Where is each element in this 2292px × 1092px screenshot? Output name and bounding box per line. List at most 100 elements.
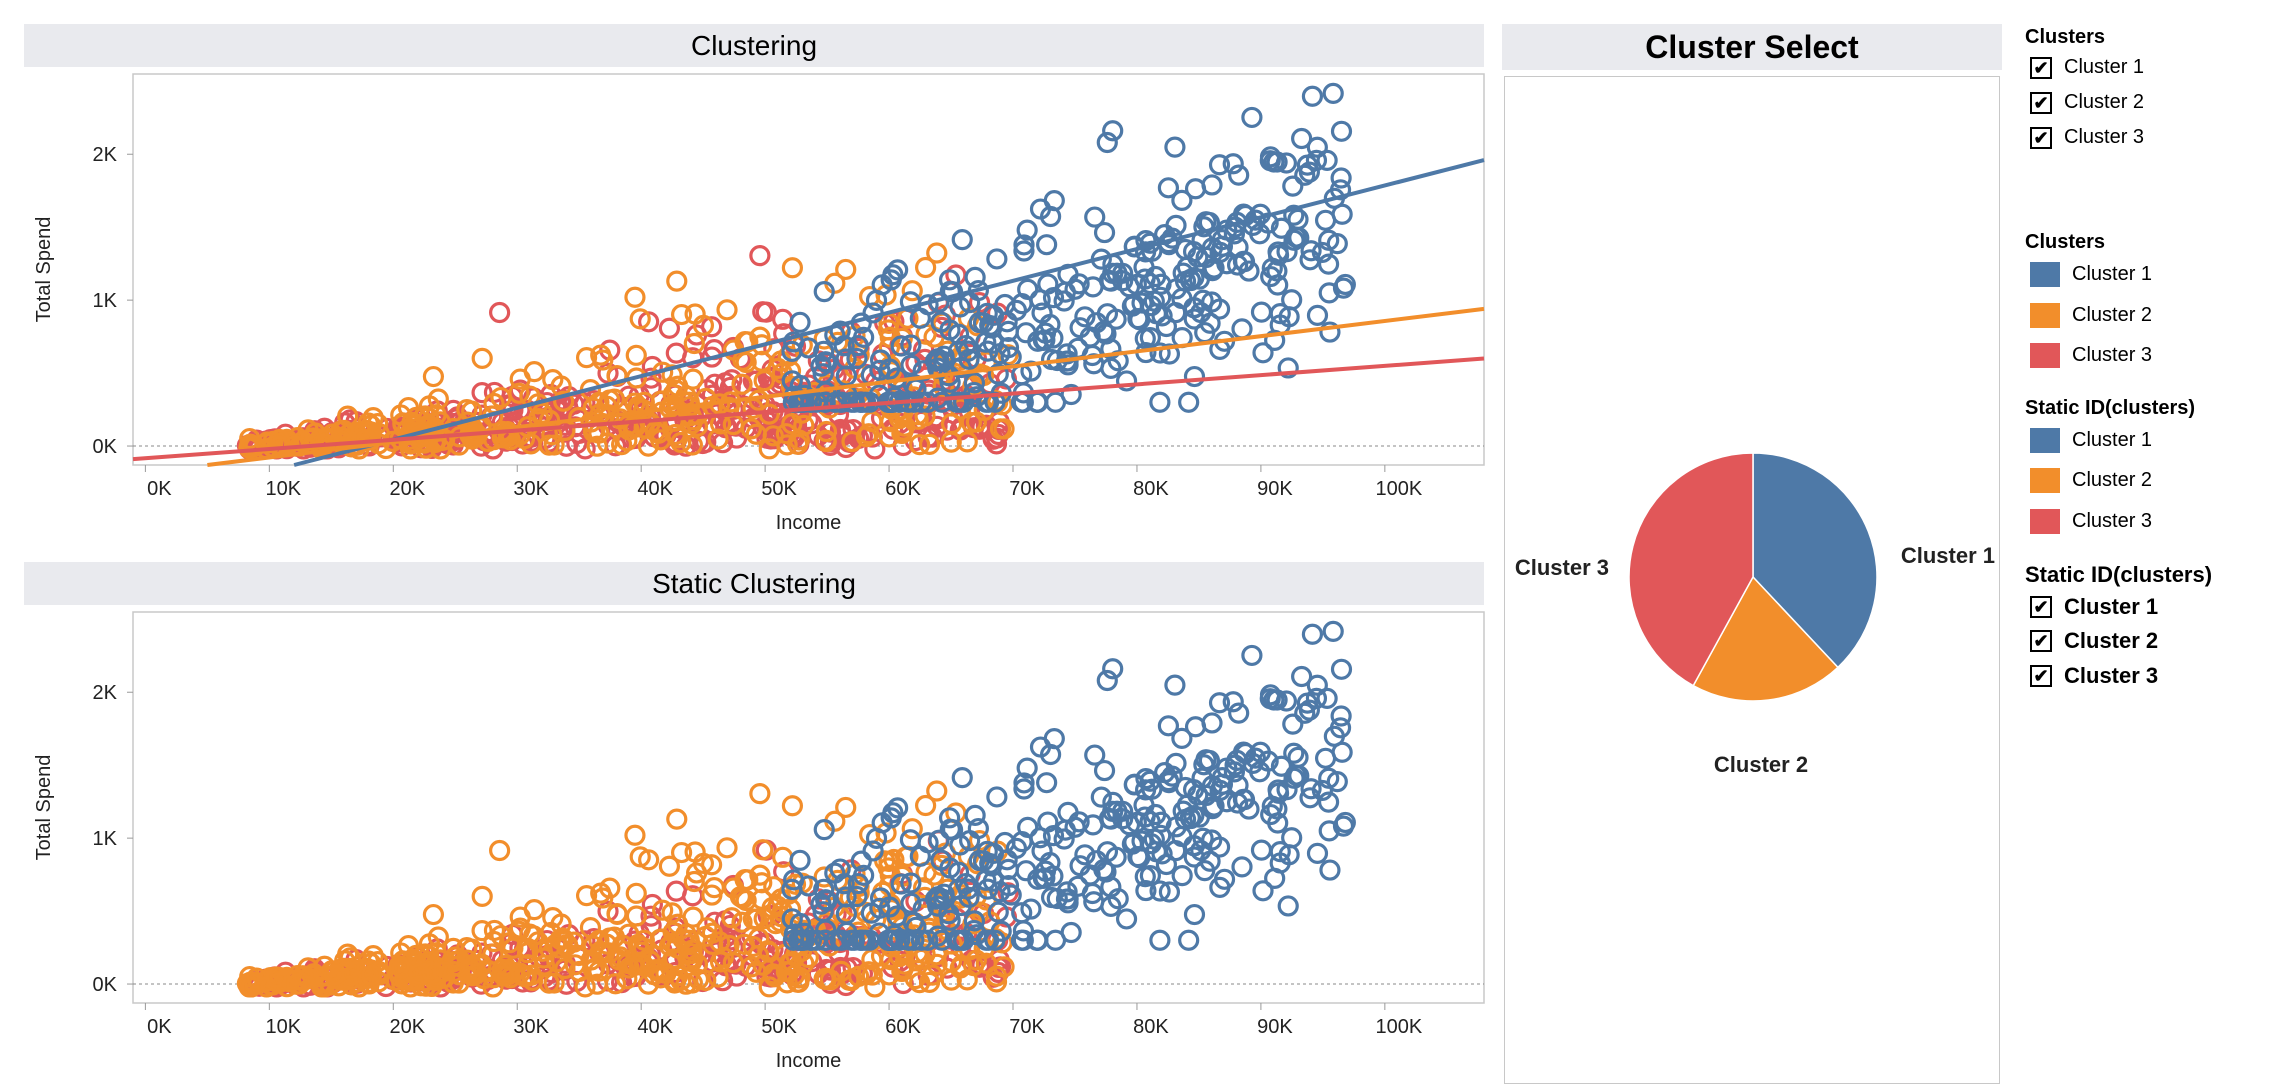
scatter-point[interactable] (1090, 786, 1112, 808)
scatter-point[interactable] (909, 972, 931, 994)
scatter-point[interactable] (1020, 898, 1042, 920)
scatter-point[interactable] (508, 382, 530, 404)
scatter-point[interactable] (1294, 164, 1316, 186)
clusters-color-item-3[interactable]: Cluster 3 (2030, 343, 2152, 368)
static-id-filter-item-1[interactable]: ✔ Cluster 1 (2030, 594, 2158, 620)
scatter-point[interactable] (900, 334, 922, 356)
scatter-point[interactable] (678, 949, 700, 971)
scatter-point[interactable] (975, 952, 997, 974)
scatter-point[interactable] (643, 964, 665, 986)
scatter-point[interactable] (574, 976, 596, 998)
scatter-point[interactable] (932, 350, 955, 373)
scatter-point[interactable] (1106, 800, 1128, 822)
scatter-point[interactable] (1096, 131, 1118, 154)
scatter-point[interactable] (543, 972, 565, 994)
scatter-point[interactable] (1012, 929, 1034, 951)
scatter-point[interactable] (670, 841, 693, 864)
scatter-point[interactable] (658, 317, 681, 339)
scatter-point[interactable] (1127, 308, 1149, 330)
scatter-point[interactable] (625, 344, 647, 366)
scatter-point[interactable] (410, 975, 432, 997)
scatter-point[interactable] (315, 428, 337, 450)
scatter-point[interactable] (947, 323, 970, 345)
scatter-point[interactable] (1249, 741, 1271, 763)
clusters-filter-item-3[interactable]: ✔ Cluster 3 (2030, 126, 2144, 149)
scatter-point[interactable] (1291, 665, 1313, 688)
scatter-point[interactable] (996, 849, 1018, 871)
scatter-point[interactable] (1330, 167, 1352, 189)
scatter-point[interactable] (1000, 884, 1022, 906)
scatter-point[interactable] (861, 964, 883, 986)
scatter-point[interactable] (928, 829, 950, 851)
scatter-point[interactable] (900, 354, 922, 376)
scatter-point[interactable] (1042, 825, 1065, 847)
scatter-point[interactable] (1329, 717, 1352, 739)
scatter-point[interactable] (1043, 189, 1065, 212)
scatter-point[interactable] (1260, 803, 1282, 826)
scatter-point[interactable] (624, 286, 646, 308)
scatter-point[interactable] (886, 905, 908, 927)
scatter-point[interactable] (742, 908, 764, 930)
scatter-point[interactable] (1074, 844, 1096, 866)
scatter-point[interactable] (1241, 644, 1263, 667)
scatter-point[interactable] (767, 357, 789, 380)
scatter-point[interactable] (789, 966, 811, 988)
scatter-point[interactable] (1115, 370, 1138, 392)
scatter-point[interactable] (846, 347, 868, 370)
scatter-point[interactable] (1231, 856, 1253, 878)
scatter-point[interactable] (770, 906, 793, 928)
scatter-point[interactable] (1096, 841, 1119, 863)
scatter-point[interactable] (869, 887, 892, 909)
scatter-point[interactable] (1106, 262, 1128, 284)
scatter-point[interactable] (429, 438, 452, 460)
scatter-point[interactable] (1057, 801, 1079, 823)
scatter-point[interactable] (1263, 151, 1285, 173)
scatter-point[interactable] (681, 951, 703, 973)
scatter-point[interactable] (541, 424, 563, 446)
scatter-point[interactable] (909, 845, 931, 867)
scatter-point[interactable] (586, 973, 608, 995)
scatter-point[interactable] (1281, 289, 1303, 311)
scatter-point[interactable] (1044, 391, 1067, 413)
scatter-point[interactable] (752, 839, 774, 861)
pie-slice[interactable] (1628, 452, 1754, 687)
scatter-point[interactable] (1291, 127, 1313, 150)
static-id-color-item-1[interactable]: Cluster 1 (2030, 428, 2152, 453)
scatter-point[interactable] (835, 258, 857, 281)
scatter-point[interactable] (265, 966, 288, 988)
scatter-point[interactable] (1299, 249, 1321, 271)
scatter-point[interactable] (1234, 204, 1257, 227)
scatter-point[interactable] (1306, 842, 1329, 864)
scatter-point[interactable] (1100, 895, 1122, 917)
scatter-point[interactable] (1134, 328, 1156, 350)
scatter-point[interactable] (1123, 293, 1145, 315)
scatter-point[interactable] (813, 819, 835, 841)
scatter-point[interactable] (533, 947, 555, 969)
scatter-point[interactable] (1183, 805, 1205, 827)
scatter-point[interactable] (1171, 865, 1193, 887)
scatter-point[interactable] (1157, 715, 1180, 737)
scatter-point[interactable] (631, 941, 653, 963)
scatter-point[interactable] (918, 433, 941, 455)
scatter-point[interactable] (1322, 620, 1344, 643)
scatter-point[interactable] (1222, 153, 1244, 175)
scatter-point[interactable] (1145, 303, 1167, 325)
scatter-point[interactable] (549, 928, 571, 950)
scatter-point[interactable] (1208, 154, 1231, 176)
scatter-point[interactable] (1037, 811, 1059, 833)
scatter-point[interactable] (985, 971, 1008, 993)
scatter-point[interactable] (1322, 82, 1344, 105)
scatter-point[interactable] (939, 818, 961, 840)
scatter-point[interactable] (641, 893, 663, 916)
static-id-color-item-3[interactable]: Cluster 3 (2030, 509, 2152, 534)
scatter-point[interactable] (1102, 658, 1124, 680)
scatter-point[interactable] (1084, 744, 1106, 766)
scatter-point[interactable] (1316, 687, 1338, 709)
scatter-point[interactable] (871, 812, 893, 834)
scatter-point[interactable] (914, 405, 936, 427)
scatter-point[interactable] (549, 937, 571, 959)
scatter-point[interactable] (361, 964, 383, 986)
scatter-point[interactable] (1149, 391, 1171, 413)
scatter-point[interactable] (836, 921, 858, 944)
clusters-color-item-1[interactable]: Cluster 1 (2030, 262, 2152, 287)
